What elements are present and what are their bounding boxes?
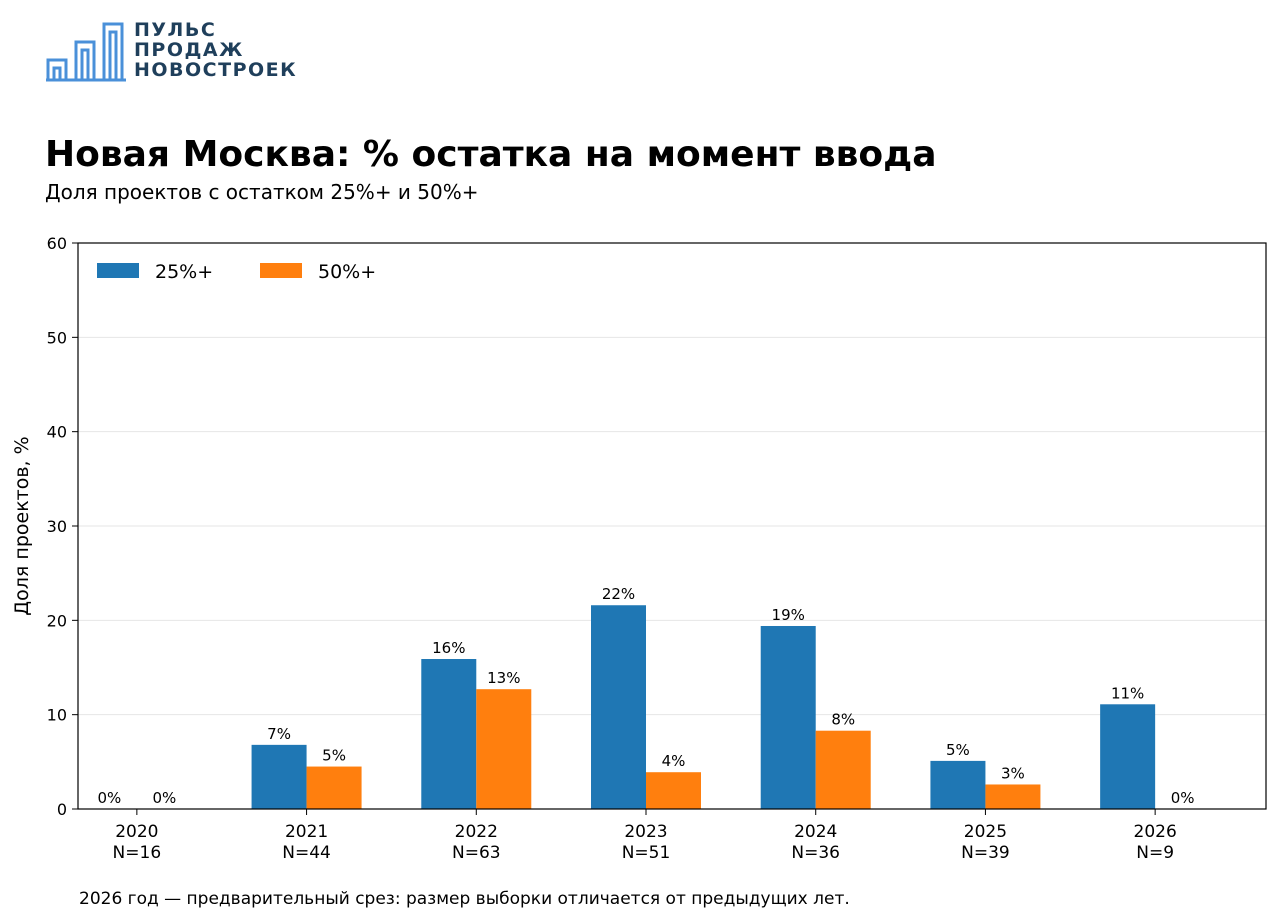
bar-50%+-2025 — [985, 784, 1041, 809]
bar-25%+-2025 — [930, 760, 986, 809]
x-tick-label: 2021 — [285, 822, 328, 842]
x-tick-sublabel: N=51 — [622, 843, 671, 863]
legend-label: 50%+ — [318, 261, 376, 283]
data-label: 4% — [662, 752, 686, 770]
x-tick-label: 2023 — [624, 822, 667, 842]
data-label: 5% — [946, 741, 970, 759]
data-label: 5% — [322, 747, 346, 765]
y-tick-label: 40 — [47, 423, 67, 442]
x-tick-label: 2022 — [455, 822, 498, 842]
data-label: 8% — [831, 711, 855, 729]
logo-wordmark: ПУЛЬС ПРОДАЖ НОВОСТРОЕК — [134, 20, 297, 80]
logo-line-2: ПРОДАЖ — [134, 39, 244, 61]
bar-25%+-2022 — [421, 659, 477, 809]
y-tick-label: 20 — [47, 611, 67, 630]
bar-25%+-2026 — [1100, 704, 1156, 809]
bar-50%+-2024 — [815, 730, 871, 809]
bar-25%+-2021 — [251, 744, 307, 809]
y-tick-label: 30 — [47, 517, 67, 536]
y-axis-label: Доля проектов, % — [11, 436, 33, 615]
x-tick-label: 2026 — [1134, 822, 1177, 842]
x-tick-sublabel: N=44 — [282, 843, 331, 863]
data-label: 7% — [267, 725, 291, 743]
x-tick-sublabel: N=36 — [791, 843, 840, 863]
bar-50%+-2023 — [646, 772, 701, 809]
plot-frame — [77, 242, 1267, 810]
data-label: 0% — [97, 789, 121, 807]
x-tick-label: 2025 — [964, 822, 1007, 842]
bar-50%+-2022 — [476, 689, 532, 809]
x-tick-sublabel: N=16 — [113, 843, 162, 863]
data-label: 11% — [1111, 684, 1144, 702]
x-tick-sublabel: N=9 — [1136, 843, 1174, 863]
brand-logo: ПУЛЬС ПРОДАЖ НОВОСТРОЕК — [46, 20, 306, 86]
data-label: 16% — [432, 639, 465, 657]
legend-swatch — [260, 263, 302, 278]
y-tick-label: 60 — [47, 234, 67, 253]
data-label: 0% — [152, 789, 176, 807]
chart-subtitle: Доля проектов с остатком 25%+ и 50%+ — [45, 180, 479, 204]
bar-25%+-2024 — [760, 625, 816, 809]
data-label: 22% — [602, 585, 635, 603]
x-tick-sublabel: N=39 — [961, 843, 1010, 863]
bar-25%+-2023 — [591, 605, 646, 809]
x-tick-label: 2024 — [794, 822, 837, 842]
legend-label: 25%+ — [155, 261, 213, 283]
bar-50%+-2021 — [306, 766, 362, 809]
y-tick-label: 10 — [47, 706, 67, 725]
data-label: 3% — [1001, 764, 1025, 782]
footnote: 2026 год — предварительный срез: размер … — [79, 889, 850, 909]
x-tick-sublabel: N=63 — [452, 843, 501, 863]
building-logo-icon — [46, 22, 126, 82]
y-tick-label: 50 — [47, 328, 67, 347]
legend-swatch — [97, 263, 139, 278]
chart-title: Новая Москва: % остатка на момент ввода — [45, 134, 937, 175]
x-tick-label: 2020 — [115, 822, 158, 842]
y-tick-label: 0 — [57, 800, 67, 819]
logo-line-3: НОВОСТРОЕК — [134, 59, 298, 81]
data-label: 0% — [1171, 789, 1195, 807]
data-label: 19% — [772, 606, 805, 624]
data-label: 13% — [487, 669, 520, 687]
logo-line-1: ПУЛЬС — [134, 19, 217, 41]
